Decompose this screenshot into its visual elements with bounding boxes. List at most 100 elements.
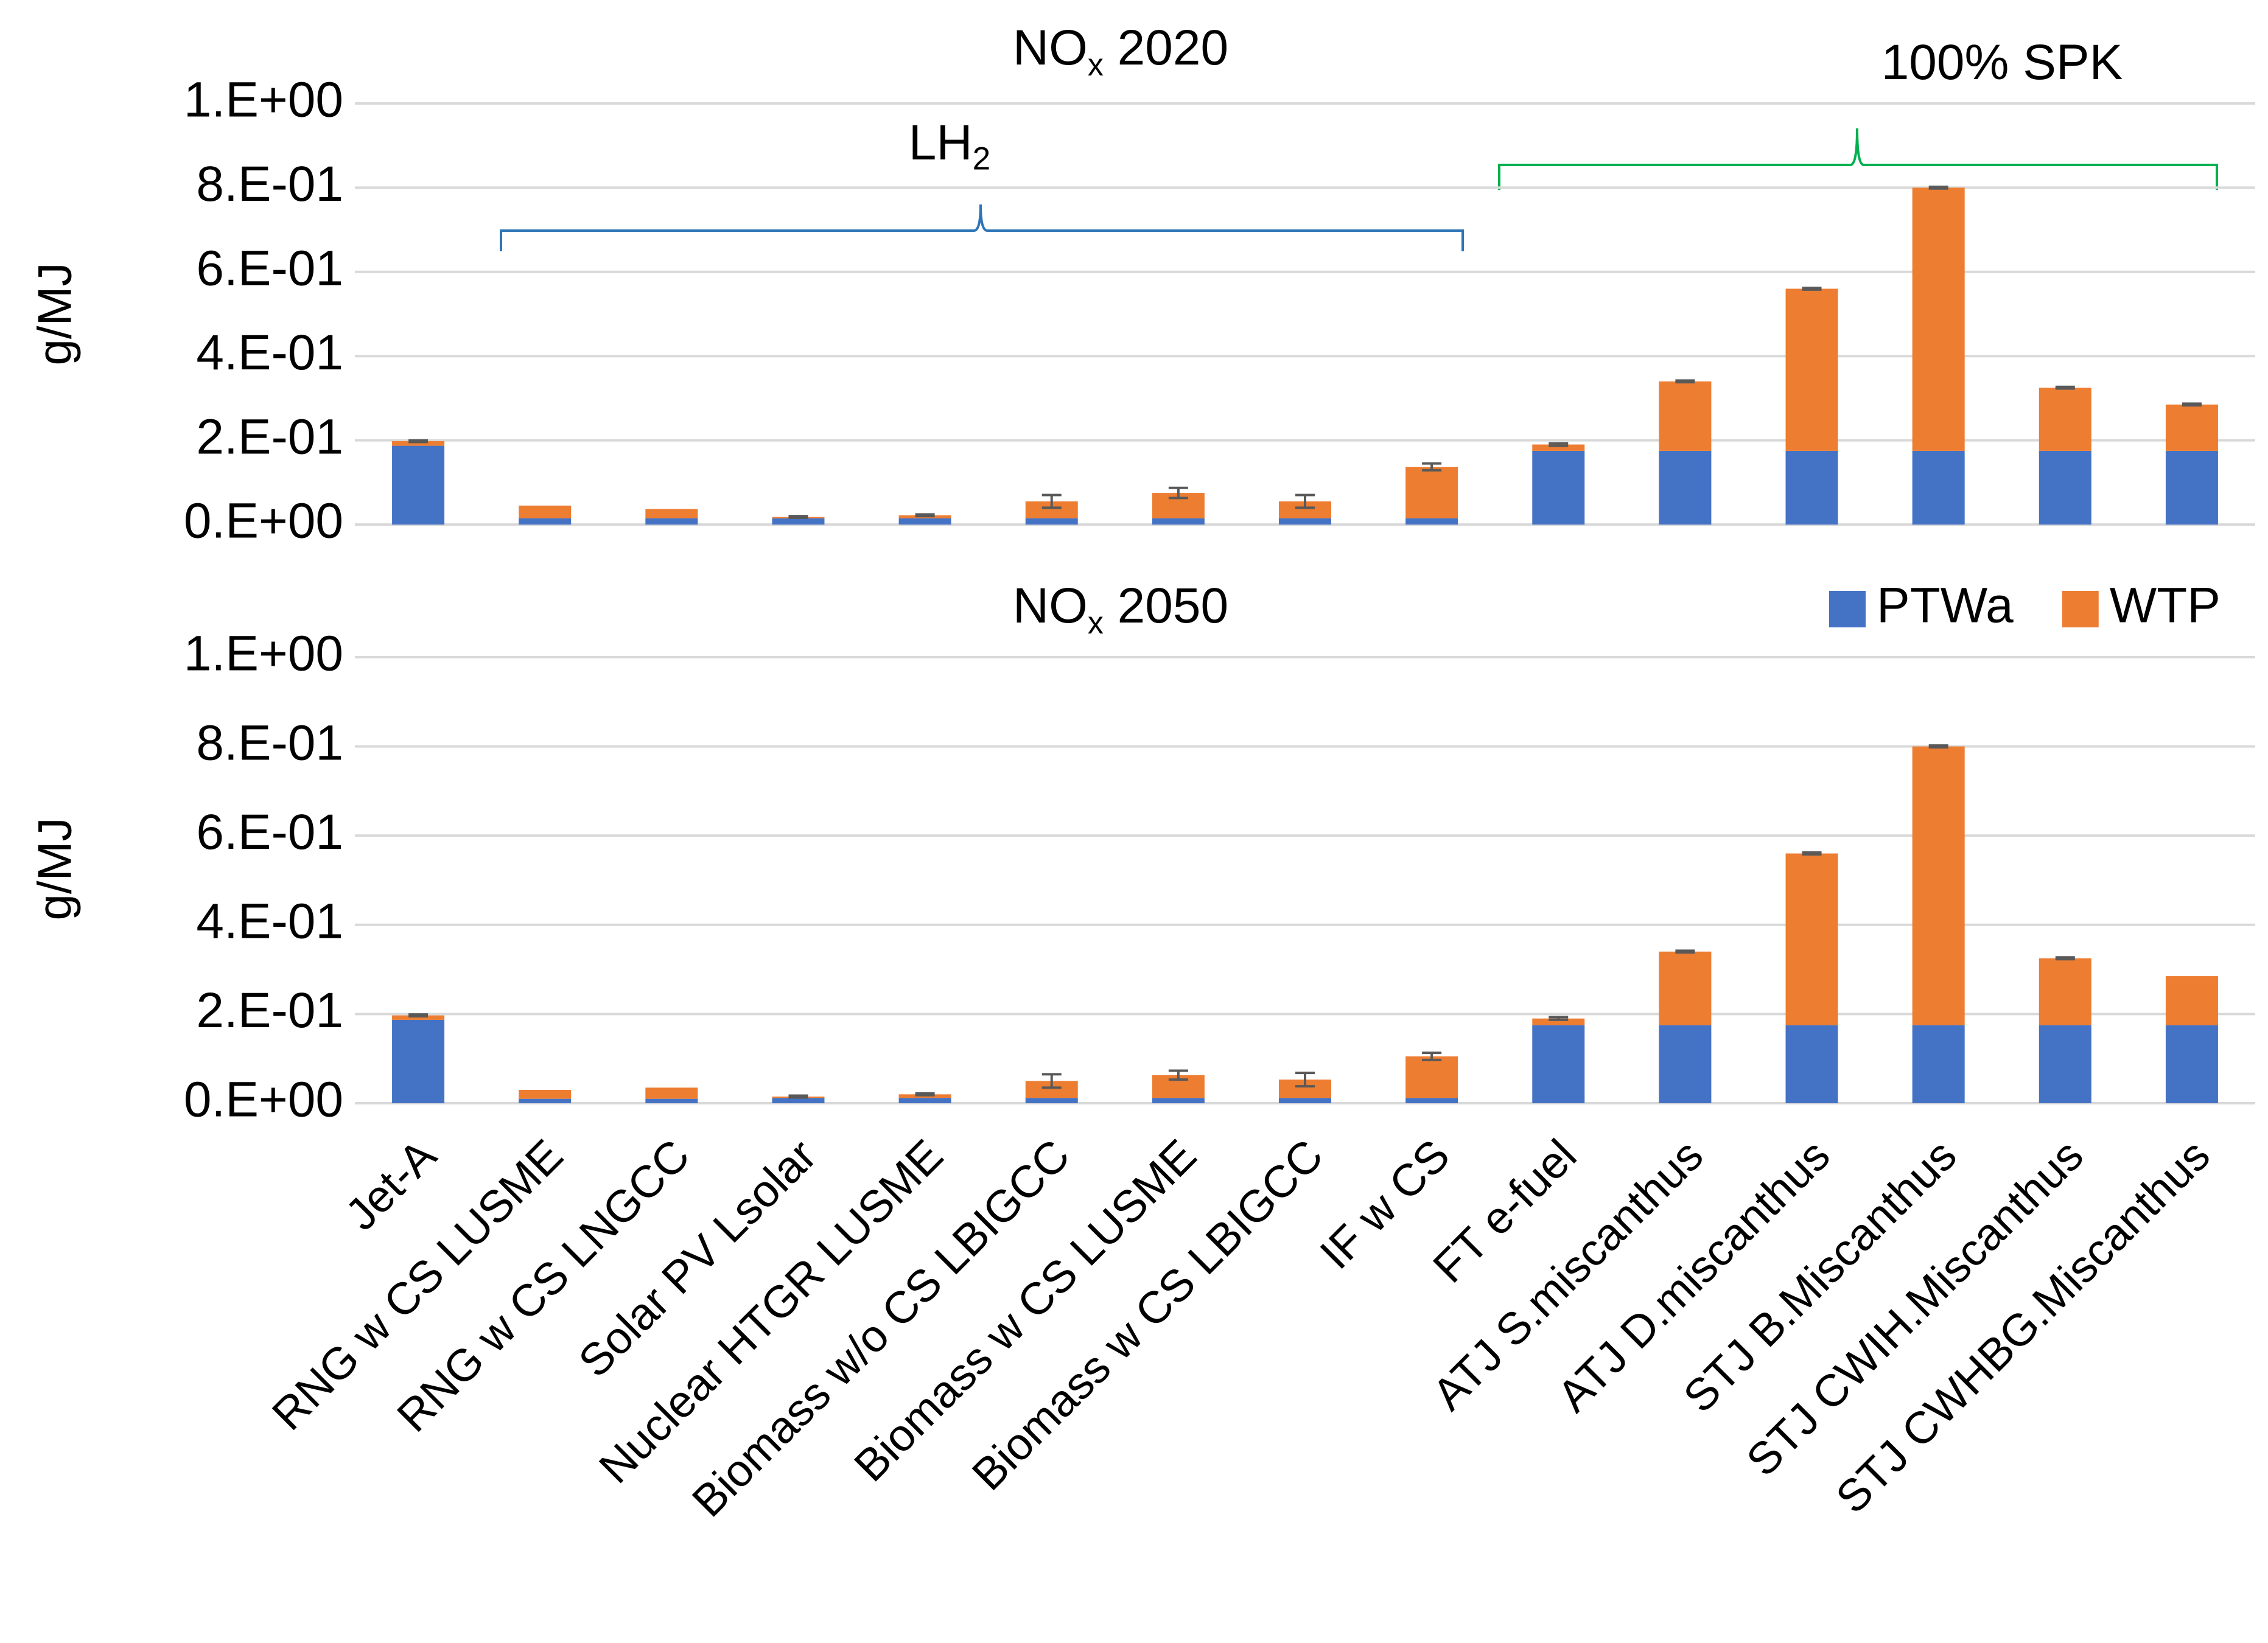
error-bar xyxy=(2055,956,2075,961)
error-bar xyxy=(788,515,808,519)
bar-segment xyxy=(1912,746,1965,1025)
bar-segment xyxy=(1785,1025,1838,1103)
bar-segment xyxy=(392,1019,445,1103)
bar-segment xyxy=(2039,388,2091,451)
y-tick-label: 6.E-01 xyxy=(196,804,343,860)
error-bar xyxy=(1295,494,1315,509)
bar-segment xyxy=(1152,518,1205,525)
error-bar xyxy=(1549,1016,1569,1021)
bar-segment xyxy=(1532,1025,1585,1103)
bar-segment xyxy=(645,518,698,525)
error-bar xyxy=(1422,1052,1442,1061)
legend-label: PTWa xyxy=(1877,578,2014,633)
bar-segment xyxy=(1912,187,1965,451)
bar-segment xyxy=(1659,1025,1712,1103)
bar-segment xyxy=(898,1098,951,1103)
y-tick-label: 8.E-01 xyxy=(196,156,343,212)
bar-segment xyxy=(1025,1098,1078,1103)
title-rest: 2020 xyxy=(1104,20,1228,75)
y-axis-label: g/MJ xyxy=(28,817,82,920)
y-tick-label: 0.E+00 xyxy=(184,1072,343,1128)
error-bar xyxy=(915,513,935,518)
error-bar xyxy=(1928,744,1948,749)
bar-segment xyxy=(1659,450,1712,525)
bar-segment xyxy=(1025,518,1078,525)
error-bar xyxy=(1928,186,1948,190)
y-tick-label: 2.E-01 xyxy=(196,409,343,464)
error-bar xyxy=(1295,1072,1315,1088)
y-tick-label: 4.E-01 xyxy=(196,893,343,949)
chart-title: NOx 2050 xyxy=(1013,578,1228,641)
bar-segment xyxy=(645,509,698,518)
y-tick-label: 2.E-01 xyxy=(196,983,343,1038)
bar-segment xyxy=(392,1015,445,1020)
error-bar xyxy=(408,439,429,444)
lh2-bracket xyxy=(500,204,1464,251)
bar-segment xyxy=(392,441,445,446)
y-tick-label: 1.E+00 xyxy=(184,72,343,128)
error-bar xyxy=(915,1092,935,1097)
legend-swatch xyxy=(1829,591,1866,627)
error-bar xyxy=(1168,486,1188,500)
y-tick-label: 1.E+00 xyxy=(184,626,343,682)
bar-segment xyxy=(519,1098,572,1103)
bar-segment xyxy=(1532,1018,1585,1025)
x-tick-label: Solar PV Lsolar xyxy=(569,1129,825,1386)
bar-segment xyxy=(2165,976,2218,1025)
error-bar xyxy=(1041,1073,1062,1089)
bar-segment xyxy=(2039,450,2091,525)
error-bar xyxy=(408,1013,429,1018)
error-bar xyxy=(1802,287,1822,291)
error-bar xyxy=(1675,949,1695,954)
title-rest: 2050 xyxy=(1104,578,1228,633)
bar-segment xyxy=(772,1098,825,1103)
title-main: NO xyxy=(1013,20,1088,75)
bar-segment xyxy=(2165,404,2218,451)
chart-title: NOx 2020 xyxy=(1013,20,1228,83)
error-bar xyxy=(2182,402,2202,407)
bar-segment xyxy=(1785,853,1838,1025)
annotation-text: 100% SPK xyxy=(1881,35,2123,90)
bar-segment xyxy=(1152,1098,1205,1103)
y-tick-label: 4.E-01 xyxy=(196,325,343,380)
bar-segment xyxy=(1405,518,1458,525)
title-sub: x xyxy=(1088,605,1104,641)
y-axis-label: g/MJ xyxy=(28,262,82,365)
text-part: LH xyxy=(909,115,973,170)
bar-segment xyxy=(898,518,951,525)
bar-segment xyxy=(2039,1025,2091,1103)
bar-segment xyxy=(2165,450,2218,525)
bar-segment xyxy=(1279,1098,1331,1103)
error-bar xyxy=(1422,462,1442,472)
bar-segment xyxy=(1405,1056,1458,1098)
y-tick-label: 6.E-01 xyxy=(196,240,343,296)
y-tick-label: 0.E+00 xyxy=(184,494,343,549)
bar-segment xyxy=(519,518,572,525)
error-bar xyxy=(1041,494,1062,509)
error-bar xyxy=(1549,442,1569,447)
bar-segment xyxy=(1785,450,1838,525)
bar-segment xyxy=(519,505,572,518)
bar-segment xyxy=(1659,381,1712,451)
y-tick-label: 8.E-01 xyxy=(196,715,343,770)
spk-bracket xyxy=(1498,128,2218,190)
bar-segment xyxy=(772,518,825,525)
title-main: NO xyxy=(1013,578,1088,633)
bar-segment xyxy=(1785,288,1838,451)
error-bar xyxy=(1802,851,1822,856)
bar-segment xyxy=(1532,444,1585,451)
bar-segment xyxy=(2165,1025,2218,1103)
bar-segment xyxy=(1912,1025,1965,1103)
bar-segment xyxy=(1405,467,1458,518)
error-bar xyxy=(788,1094,808,1099)
text-part: 100% SPK xyxy=(1881,35,2123,90)
bar-segment xyxy=(392,445,445,525)
title-sub: x xyxy=(1088,47,1104,83)
legend-label: WTP xyxy=(2110,578,2221,633)
error-bar xyxy=(1675,379,1695,384)
bar-segment xyxy=(645,1087,698,1099)
error-bar xyxy=(2055,385,2075,390)
subscript: 2 xyxy=(973,141,991,177)
error-bar xyxy=(1168,1069,1188,1081)
